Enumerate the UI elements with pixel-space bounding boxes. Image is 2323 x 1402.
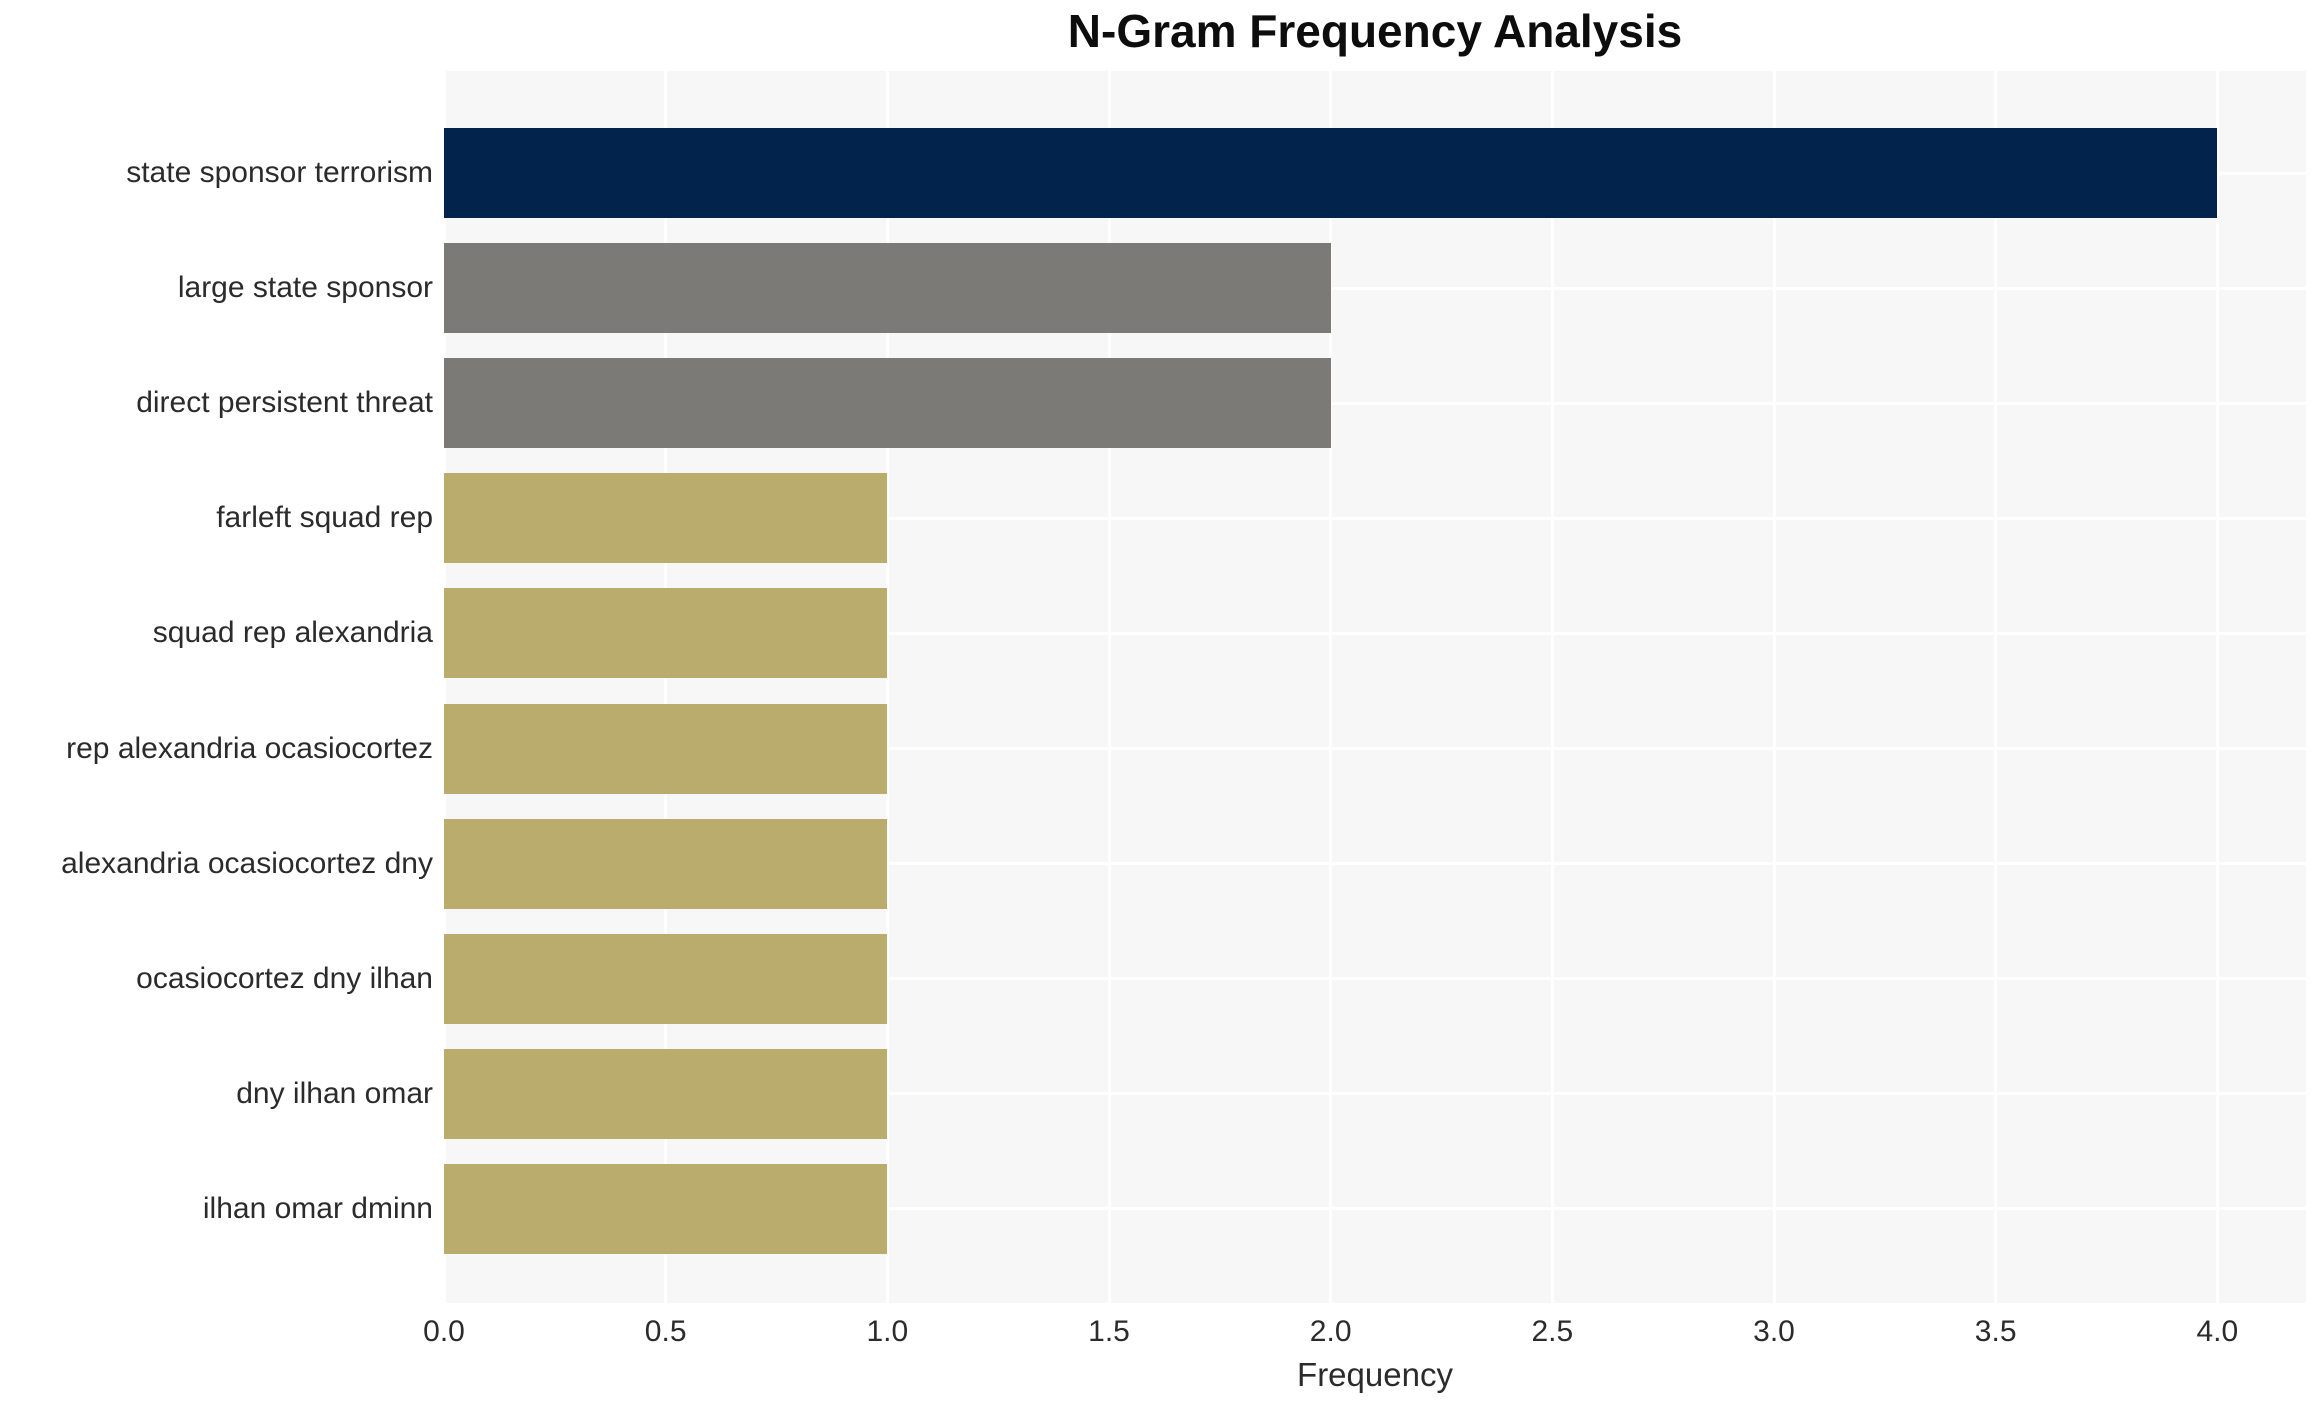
y-gridline-alexandria-ocasiocortez-dny	[444, 862, 2306, 866]
bar-ocasiocortez-dny-ilhan	[444, 933, 888, 1024]
x-tick-label-0.5: 0.5	[644, 1315, 687, 1348]
y-label-alexandria-ocasiocortez-dny: alexandria ocasiocortez dny	[61, 846, 433, 880]
y-label-rep-alexandria-ocasiocortez: rep alexandria ocasiocortez	[66, 731, 433, 765]
bar-farleft-squad-rep	[444, 473, 888, 564]
x-gridline-0.5	[664, 71, 668, 1303]
y-label-state-sponsor-terrorism: state sponsor terrorism	[126, 156, 433, 189]
y-label-ilhan-omar-dminn: ilhan omar dminn	[202, 1191, 433, 1225]
bar-alexandria-ocasiocortez-dny	[444, 818, 888, 909]
x-gridline-3.0	[1772, 71, 1776, 1303]
x-axis-ticks: 0.0 0.5 1.0 1.5 2.0 2.5 3.0 3.5 4.0	[423, 1315, 2306, 1355]
x-gridline-2.0	[1329, 71, 1333, 1303]
chart-title: N-Gram Frequency Analysis	[1067, 5, 1683, 57]
y-gridline-ocasiocortez-dny-ilhan	[444, 977, 2306, 981]
y-gridline-direct-persistent-threat	[444, 401, 2306, 405]
bar-ilhan-omar-dminn	[444, 1163, 888, 1254]
x-tick-label-0.0: 0.0	[423, 1315, 465, 1348]
bar-rep-alexandria-ocasiocortez	[444, 703, 888, 794]
y-gridline-ilhan-omar-dminn	[444, 1207, 2306, 1211]
bar-large-state-sponsor	[444, 243, 1331, 334]
x-tick-label-4.0: 4.0	[2196, 1315, 2239, 1348]
y-label-large-state-sponsor: large state sponsor	[177, 271, 433, 305]
x-axis-title: Frequency	[1297, 1356, 1453, 1393]
x-gridline-4.0	[2215, 71, 2219, 1303]
x-tick-label-1.5: 1.5	[1088, 1315, 1130, 1348]
y-gridline-squad-rep-alexandria	[444, 631, 2306, 635]
x-tick-label-3.5: 3.5	[1974, 1315, 2017, 1348]
y-label-farleft-squad-rep: farleft squad rep	[216, 501, 433, 535]
y-label-squad-rep-alexandria: squad rep alexandria	[152, 616, 433, 650]
x-tick-label-2.0: 2.0	[1309, 1315, 1352, 1348]
x-tick-label-3.0: 3.0	[1753, 1315, 1795, 1348]
bar-state-sponsor-terrorism	[444, 128, 2218, 218]
bar-squad-rep-alexandria	[444, 588, 888, 679]
x-gridline-2.5	[1550, 71, 1554, 1303]
plot-area	[442, 71, 2306, 1303]
y-gridline-dny-ilhan-omar	[444, 1092, 2306, 1096]
x-tick-label-1.0: 1.0	[866, 1315, 909, 1348]
x-gridline-1.5	[1107, 71, 1111, 1303]
x-tick-label-2.5: 2.5	[1531, 1315, 1574, 1348]
y-gridline-rep-alexandria-ocasiocortez	[444, 747, 2306, 750]
x-gridline-3.5	[1994, 71, 1998, 1303]
bar-dny-ilhan-omar	[444, 1048, 888, 1139]
y-gridline-farleft-squad-rep	[444, 516, 2306, 520]
y-label-ocasiocortez-dny-ilhan: ocasiocortez dny ilhan	[136, 961, 433, 995]
bar-direct-persistent-threat	[444, 358, 1331, 449]
x-gridline-0.0	[442, 71, 446, 1303]
y-axis-labels: state sponsor terrorism large state spons…	[0, 71, 433, 1303]
y-label-direct-persistent-threat: direct persistent threat	[136, 386, 433, 420]
x-gridline-1.0	[885, 71, 889, 1303]
y-label-dny-ilhan-omar: dny ilhan omar	[236, 1076, 433, 1110]
y-gridline-large-state-sponsor	[444, 286, 2306, 290]
